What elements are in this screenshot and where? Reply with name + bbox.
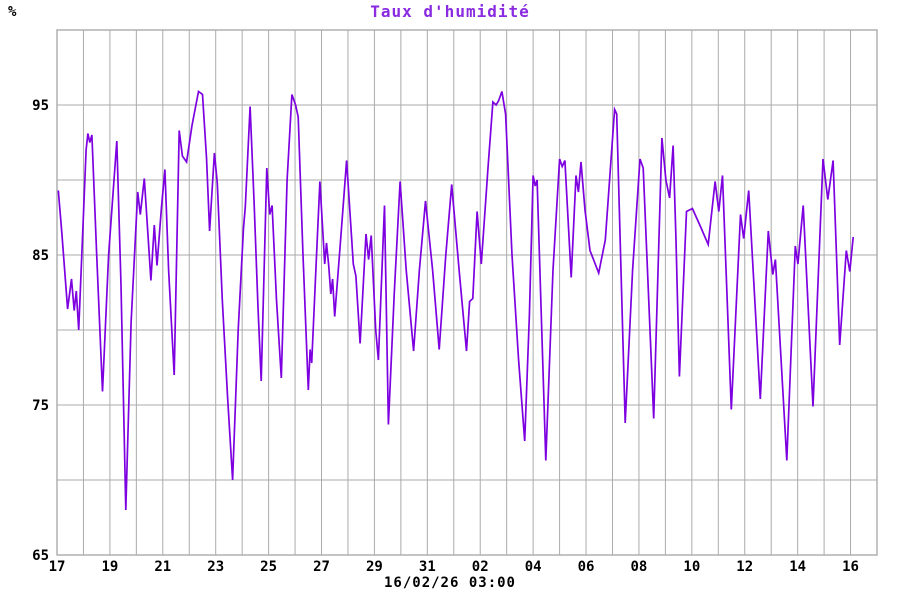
x-tick-label: 14 xyxy=(789,559,806,575)
y-tick-label: 65 xyxy=(32,548,49,564)
x-tick-label: 19 xyxy=(101,559,118,575)
y-tick-label: 75 xyxy=(32,398,49,414)
x-tick-label: 29 xyxy=(366,559,383,575)
x-tick-label: 25 xyxy=(260,559,277,575)
x-tick-label: 10 xyxy=(683,559,700,575)
x-tick-label: 02 xyxy=(472,559,489,575)
x-tick-label: 17 xyxy=(49,559,66,575)
plot-border xyxy=(56,29,878,556)
x-tick-label: 21 xyxy=(154,559,171,575)
x-tick-label: 04 xyxy=(525,559,542,575)
x-tick-label: 27 xyxy=(313,559,330,575)
y-axis-unit-label: % xyxy=(8,4,17,20)
footer-timestamp: 16/02/26 03:00 xyxy=(383,575,516,591)
x-tick-label: 31 xyxy=(419,559,436,575)
x-tick-label: 16 xyxy=(842,559,859,575)
humidity-line-series xyxy=(57,90,855,511)
y-tick-label: 95 xyxy=(32,98,49,114)
chart-title: Taux d'humidité xyxy=(370,2,530,21)
x-tick-label: 06 xyxy=(578,559,595,575)
x-tick-label: 08 xyxy=(631,559,648,575)
x-tick-label: 12 xyxy=(736,559,753,575)
y-tick-label: 85 xyxy=(32,248,49,264)
x-tick-label: 23 xyxy=(207,559,224,575)
